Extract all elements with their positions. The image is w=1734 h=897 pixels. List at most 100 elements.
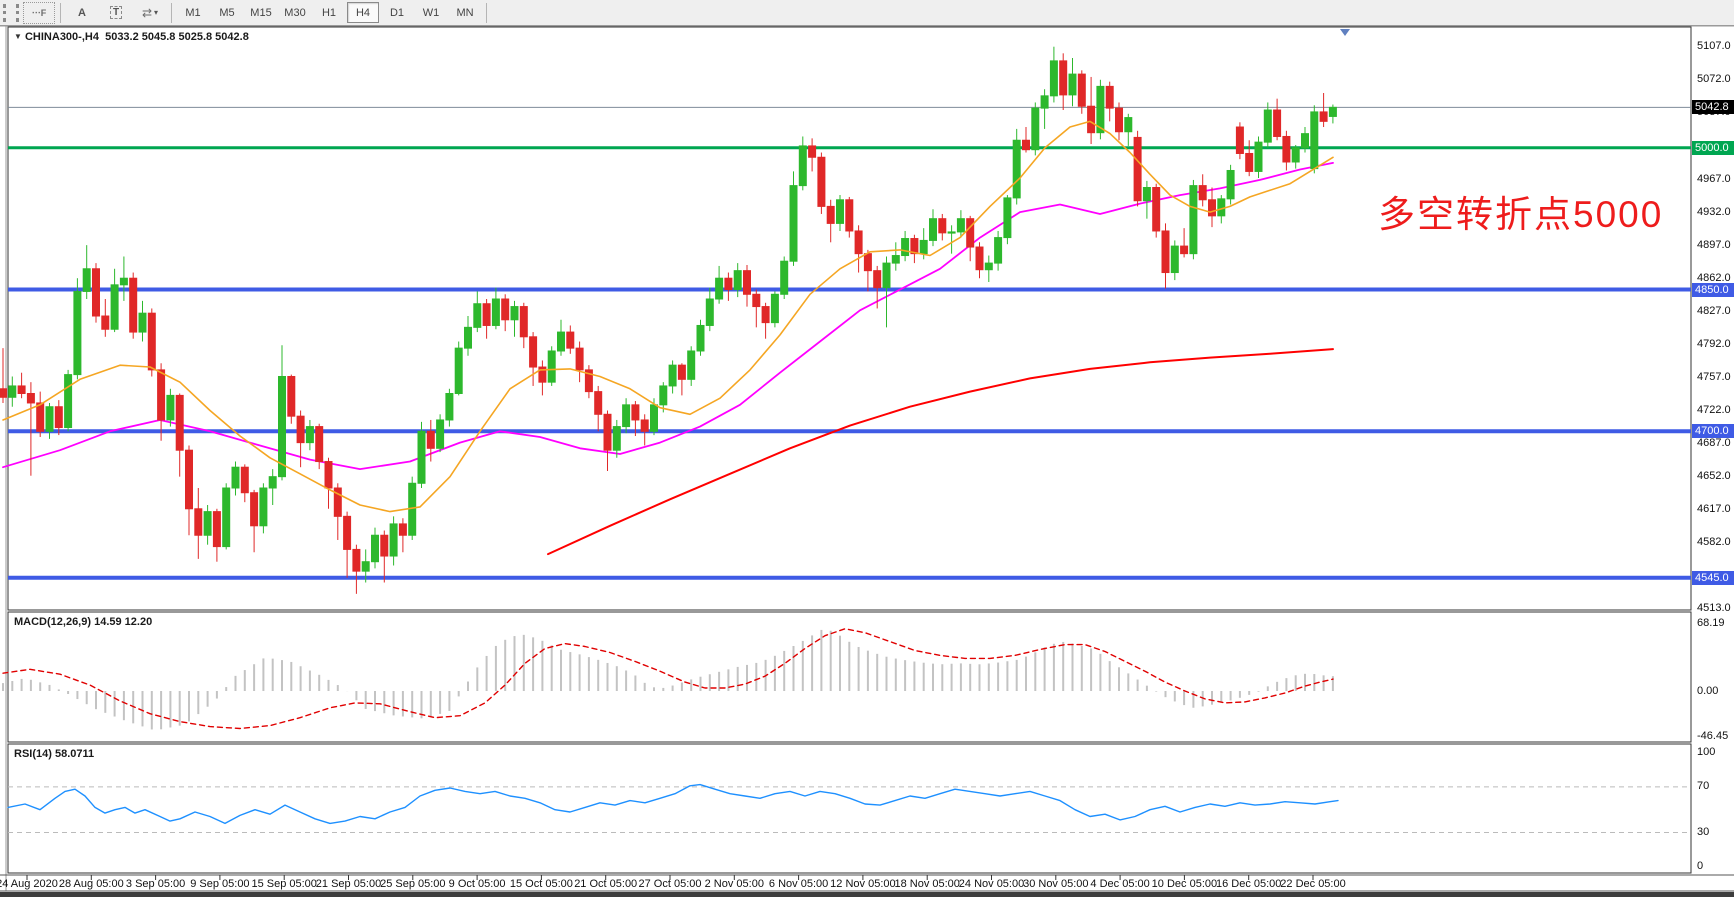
price-axis-tick[interactable]: 4513.0 bbox=[1697, 601, 1731, 614]
candlestick-up bbox=[259, 487, 268, 527]
candlestick-up bbox=[715, 277, 724, 300]
macd-axis-tick[interactable]: -46.45 bbox=[1697, 730, 1729, 743]
candlestick-up bbox=[1328, 106, 1337, 117]
chart-grid-icon[interactable]: ⋯ F bbox=[23, 1, 55, 24]
time-axis-label[interactable]: 28 Aug 05:00 bbox=[58, 878, 124, 890]
timeframe-button-d1[interactable]: D1 bbox=[389, 6, 405, 19]
text-label-button[interactable]: A bbox=[78, 6, 86, 19]
price-axis-tick[interactable]: 4897.0 bbox=[1697, 238, 1731, 251]
price-axis-tick[interactable]: 4617.0 bbox=[1697, 503, 1731, 516]
macd-axis-tick[interactable]: 0.00 bbox=[1697, 684, 1719, 697]
symbol-collapse-icon[interactable]: ▼ bbox=[14, 32, 22, 41]
candlestick-up bbox=[1096, 85, 1105, 134]
time-axis-label[interactable]: 12 Nov 05:00 bbox=[830, 878, 896, 890]
toolbar-separator bbox=[171, 2, 172, 23]
ma-slow-red-line bbox=[547, 348, 1334, 556]
candlestick-down bbox=[538, 366, 547, 383]
timeframe-button-m1[interactable]: M1 bbox=[185, 6, 201, 19]
candlestick-down bbox=[529, 336, 538, 368]
toolbar-drag-handle[interactable] bbox=[3, 3, 19, 22]
candlestick-down bbox=[566, 331, 575, 349]
price-axis-tick[interactable]: 4722.0 bbox=[1697, 404, 1731, 416]
price-axis-tick[interactable]: 4827.0 bbox=[1697, 304, 1731, 317]
candlestick-up bbox=[64, 374, 73, 429]
candlestick-up bbox=[473, 303, 482, 328]
candlestick-down bbox=[352, 548, 361, 572]
time-axis-label[interactable]: 24 Aug 2020 bbox=[0, 878, 58, 890]
time-axis-label[interactable]: 21 Sep 05:00 bbox=[315, 878, 382, 890]
text-box-button[interactable]: T bbox=[100, 2, 132, 24]
candlestick-down bbox=[398, 523, 407, 536]
candlestick-down bbox=[315, 426, 324, 463]
timeframe-button-h4[interactable]: H4 bbox=[347, 2, 379, 23]
price-axis-tick[interactable]: 4757.0 bbox=[1697, 370, 1731, 383]
time-axis-label[interactable]: 22 Dec 05:00 bbox=[1280, 878, 1346, 890]
macd-axis-tick[interactable]: 68.19 bbox=[1697, 617, 1725, 630]
price-badge-5000.0: 5000.0 bbox=[1692, 140, 1734, 155]
candlestick-up bbox=[1124, 117, 1133, 133]
time-axis-label[interactable]: 25 Sep 05:00 bbox=[380, 878, 446, 890]
price-axis-tick[interactable]: 4862.0 bbox=[1697, 271, 1731, 284]
main-panel-frame[interactable] bbox=[7, 26, 1692, 611]
time-axis-label[interactable]: 27 Oct 05:00 bbox=[638, 878, 702, 890]
chart-text-annotation[interactable]: 多空转折点5000 bbox=[1378, 194, 1664, 235]
candlestick-up bbox=[454, 347, 463, 395]
price-axis-tick[interactable]: 4582.0 bbox=[1697, 536, 1731, 549]
candlestick-up bbox=[1189, 185, 1198, 255]
time-axis-label[interactable]: 4 Dec 05:00 bbox=[1090, 878, 1150, 890]
rsi-axis-tick[interactable]: 30 bbox=[1697, 826, 1710, 838]
price-axis-tick[interactable]: 4652.0 bbox=[1697, 470, 1731, 483]
timeframe-button-mn[interactable]: MN bbox=[456, 6, 474, 19]
time-axis-label[interactable]: 15 Sep 05:00 bbox=[251, 878, 317, 890]
time-axis-label[interactable]: 3 Sep 05:00 bbox=[125, 878, 186, 890]
candlestick-down bbox=[575, 347, 584, 371]
time-axis-label[interactable]: 6 Nov 05:00 bbox=[768, 878, 829, 890]
candlestick-up bbox=[1263, 109, 1272, 143]
price-axis-tick[interactable]: 4932.0 bbox=[1697, 205, 1731, 218]
time-axis-label[interactable]: 9 Sep 05:00 bbox=[190, 878, 250, 890]
rsi-axis-tick[interactable]: 0 bbox=[1697, 860, 1704, 873]
price-axis-tick[interactable]: 4792.0 bbox=[1697, 337, 1731, 350]
candlestick-down bbox=[1133, 136, 1142, 202]
rsi-panel-frame[interactable] bbox=[7, 743, 1692, 874]
chart-shift-marker[interactable] bbox=[1340, 29, 1350, 36]
time-axis-label[interactable]: 16 Dec 05:00 bbox=[1215, 878, 1282, 890]
price-axis-tick[interactable]: 4967.0 bbox=[1697, 172, 1731, 185]
time-axis-label[interactable]: 21 Oct 05:00 bbox=[574, 878, 638, 890]
candlestick-up bbox=[445, 393, 454, 421]
candlestick-up bbox=[1254, 141, 1263, 172]
candlestick-up bbox=[119, 277, 128, 286]
timeframe-button-w1[interactable]: W1 bbox=[422, 6, 440, 19]
time-axis-label[interactable]: 2 Nov 05:00 bbox=[704, 878, 764, 890]
timeframe-button-m30[interactable]: M30 bbox=[284, 6, 306, 19]
candlestick-down bbox=[761, 306, 770, 324]
time-axis-label[interactable]: 9 Oct 05:00 bbox=[448, 878, 506, 890]
candlestick-up bbox=[612, 426, 621, 451]
candlestick-up bbox=[510, 306, 519, 321]
candlestick-up bbox=[436, 419, 445, 449]
price-axis-tick[interactable]: 5107.0 bbox=[1697, 40, 1731, 53]
cursor-arrows-button[interactable]: ⇄ ▾ bbox=[134, 2, 166, 24]
candlestick-up bbox=[659, 385, 668, 406]
price-axis-tick[interactable]: 4687.0 bbox=[1697, 437, 1731, 450]
time-axis-label[interactable]: 10 Dec 05:00 bbox=[1151, 878, 1218, 890]
time-axis-label[interactable]: 24 Nov 05:00 bbox=[958, 878, 1025, 890]
macd-panel-frame[interactable] bbox=[7, 611, 1692, 743]
candlestick-down bbox=[1077, 73, 1086, 107]
cursor-arrows-icon: ⇄ bbox=[141, 5, 153, 20]
candlestick-up bbox=[789, 185, 798, 262]
time-axis-label[interactable]: 30 Nov 05:00 bbox=[1023, 878, 1089, 890]
rsi-axis-tick[interactable]: 70 bbox=[1697, 780, 1710, 793]
window-bottom-edge bbox=[0, 892, 1734, 897]
candlestick-down bbox=[752, 293, 761, 308]
timeframe-button-m15[interactable]: M15 bbox=[250, 6, 272, 19]
time-axis-label[interactable]: 15 Oct 05:00 bbox=[509, 878, 573, 890]
rsi-axis-tick[interactable]: 100 bbox=[1697, 746, 1716, 759]
time-axis-label[interactable]: 18 Nov 05:00 bbox=[894, 878, 960, 890]
candlestick-down bbox=[640, 419, 649, 432]
price-axis-tick[interactable]: 5072.0 bbox=[1697, 73, 1731, 86]
candlestick-down bbox=[966, 218, 975, 248]
timeframe-button-m5[interactable]: M5 bbox=[219, 6, 235, 19]
timeframe-button-h1[interactable]: H1 bbox=[321, 6, 337, 19]
